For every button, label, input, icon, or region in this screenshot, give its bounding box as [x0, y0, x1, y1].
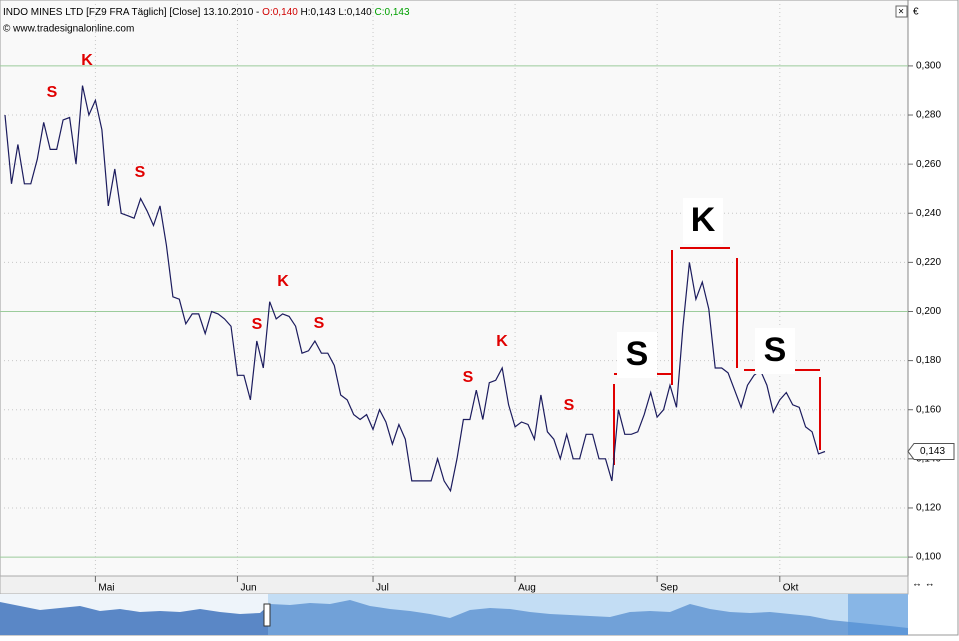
annotation: S [564, 397, 575, 414]
open: O:0,140 [262, 7, 298, 18]
x-tick-label: Jun [240, 583, 256, 594]
title-text: INDO MINES LTD [FZ9 FRA Täglich] [Close]… [3, 7, 259, 18]
y-tick-label: 0,160 [916, 404, 941, 415]
y-tick-label: 0,300 [916, 61, 941, 72]
x-axis-bar [0, 575, 909, 595]
close-icon[interactable]: × [898, 7, 904, 18]
last-value-box [907, 442, 955, 460]
y-tick-label: 0,240 [916, 208, 941, 219]
y-tick-label: 0,200 [916, 306, 941, 317]
annotation-box [755, 328, 795, 374]
annotation-box [683, 198, 723, 244]
subtitle: © www.tradesignalonline.com [3, 24, 134, 35]
currency-icon: € [913, 7, 919, 18]
y-tick-label: 0,220 [916, 257, 941, 268]
last-value-label: 0,143 [920, 446, 945, 457]
annotation: K [691, 201, 716, 239]
high: H:0,143 [301, 7, 336, 18]
y-tick-label: 0,100 [916, 552, 941, 563]
navigator-window[interactable] [268, 594, 908, 635]
x-tick-label: Okt [783, 583, 799, 594]
x-tick-label: Sep [660, 583, 678, 594]
close: C:0,143 [375, 7, 410, 18]
y-tick-label: 0,180 [916, 355, 941, 366]
y-tick-label: 0,120 [916, 503, 941, 514]
chart-title: INDO MINES LTD [FZ9 FRA Täglich] [Close]… [3, 7, 410, 18]
annotation: S [463, 369, 474, 386]
x-tick-label: Aug [518, 583, 536, 594]
plot-background [0, 0, 908, 576]
price-line [4, 85, 826, 493]
annotation: K [496, 333, 508, 350]
y-tick-label: 0,280 [916, 110, 941, 121]
navigator-right [848, 594, 908, 635]
y-tick-label: 0,260 [916, 159, 941, 170]
close-button[interactable] [895, 5, 908, 18]
bracket-mid [680, 247, 738, 368]
annotation: K [81, 52, 93, 69]
annotation-box [617, 332, 657, 378]
x-tick-label: Mai [98, 583, 114, 594]
x-tick-label: Jul [376, 583, 389, 594]
low: L:0,140 [338, 7, 372, 18]
annotation: S [314, 315, 325, 332]
annotation: S [252, 316, 263, 333]
annotation: K [277, 273, 289, 290]
annotation: S [626, 335, 649, 373]
navigator-handle[interactable] [263, 603, 271, 627]
zoom-icons[interactable]: ↔ ↔ [912, 579, 935, 590]
annotation: S [47, 84, 58, 101]
annotation: S [764, 331, 787, 369]
annotation: S [135, 164, 146, 181]
navigator-area [0, 600, 908, 635]
